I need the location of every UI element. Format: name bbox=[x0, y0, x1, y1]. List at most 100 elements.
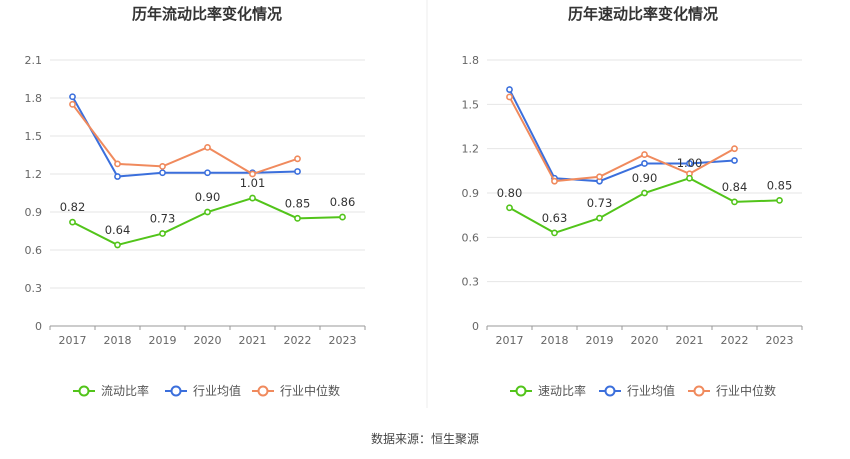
legend-marker bbox=[257, 385, 269, 397]
data-point[interactable] bbox=[69, 218, 76, 226]
data-label: 0.80 bbox=[497, 186, 523, 200]
current-ratio-chart: 历年流动比率变化情况 0 0.3 0.6 0.9 1.2 1.5 1.8 2.1 2017 201… bbox=[25, 5, 366, 398]
data-point[interactable] bbox=[339, 213, 346, 221]
data-point[interactable] bbox=[114, 160, 121, 168]
chart-title: 历年流动比率变化情况 bbox=[132, 5, 282, 23]
y-tick-label: 1.2 bbox=[462, 143, 480, 156]
data-point[interactable] bbox=[641, 160, 648, 167]
legend-label: 行业中位数 bbox=[716, 383, 776, 398]
data-point[interactable] bbox=[204, 208, 211, 216]
data-point[interactable] bbox=[596, 173, 603, 181]
data-point[interactable] bbox=[294, 214, 301, 222]
data-point[interactable] bbox=[731, 198, 738, 206]
data-label: 0.90 bbox=[632, 171, 658, 185]
legend-item[interactable]: 行业均值 bbox=[165, 383, 241, 398]
y-tick-label: 2.1 bbox=[25, 54, 43, 67]
legend-label: 速动比率 bbox=[538, 383, 586, 398]
y-tick-label: 0.3 bbox=[462, 276, 480, 289]
data-point[interactable] bbox=[506, 86, 513, 93]
chart-title: 历年速动比率变化情况 bbox=[568, 5, 718, 23]
data-point[interactable] bbox=[731, 145, 738, 153]
legend-label: 流动比率 bbox=[101, 383, 149, 398]
data-label: 0.85 bbox=[285, 196, 311, 210]
y-tick-label: 0.9 bbox=[462, 187, 480, 200]
x-tick-label: 2020 bbox=[631, 334, 659, 347]
x-tick-label: 2020 bbox=[194, 334, 222, 347]
data-point[interactable] bbox=[506, 204, 513, 212]
legend-item[interactable]: 速动比率 bbox=[510, 383, 586, 398]
y-tick-label: 0.3 bbox=[25, 282, 43, 295]
data-point[interactable] bbox=[69, 93, 76, 101]
data-point[interactable] bbox=[776, 196, 783, 204]
series-line bbox=[508, 89, 735, 183]
x-tick-label: 2022 bbox=[284, 334, 312, 347]
legend-label: 行业中位数 bbox=[280, 383, 340, 398]
data-point[interactable] bbox=[204, 169, 211, 177]
y-tick-label: 1.5 bbox=[462, 98, 480, 111]
x-tick-label: 2019 bbox=[149, 334, 177, 347]
series-line bbox=[71, 96, 298, 178]
data-point[interactable] bbox=[114, 173, 121, 180]
data-point[interactable] bbox=[159, 162, 166, 170]
data-point[interactable] bbox=[641, 151, 648, 158]
x-tick-label: 2018 bbox=[104, 334, 132, 347]
data-point[interactable] bbox=[596, 214, 603, 222]
legend-marker bbox=[170, 385, 182, 397]
data-label: 1.00 bbox=[677, 156, 703, 170]
legend-marker bbox=[515, 385, 527, 397]
data-point[interactable] bbox=[249, 170, 256, 178]
y-tick-label: 0 bbox=[35, 320, 42, 333]
y-tick-label: 0.6 bbox=[25, 244, 43, 257]
legend-marker bbox=[78, 385, 90, 397]
data-label: 0.90 bbox=[195, 190, 221, 204]
x-tick-label: 2022 bbox=[721, 334, 749, 347]
data-label: 0.73 bbox=[587, 196, 613, 210]
quick-ratio-chart: 历年速动比率变化情况 0 0.3 0.6 0.9 1.2 1.5 1.8 2017 2018 20… bbox=[462, 5, 803, 398]
data-point[interactable] bbox=[204, 143, 211, 151]
y-tick-label: 1.8 bbox=[462, 54, 480, 67]
data-point[interactable] bbox=[69, 100, 76, 108]
x-tick-label: 2017 bbox=[496, 334, 524, 347]
data-label: 0.85 bbox=[767, 178, 793, 192]
y-tick-label: 0 bbox=[472, 320, 479, 333]
series-line bbox=[71, 103, 298, 176]
legend-item[interactable]: 行业均值 bbox=[599, 383, 675, 398]
x-tick-label: 2021 bbox=[239, 334, 267, 347]
data-point[interactable] bbox=[294, 155, 301, 163]
data-point[interactable] bbox=[641, 189, 648, 197]
data-label: 0.84 bbox=[722, 180, 748, 194]
legend-item[interactable]: 行业中位数 bbox=[252, 383, 340, 398]
data-point[interactable] bbox=[114, 241, 121, 249]
data-point[interactable] bbox=[294, 168, 301, 175]
data-point[interactable] bbox=[551, 177, 558, 185]
data-point[interactable] bbox=[731, 157, 738, 164]
y-tick-label: 0.9 bbox=[25, 206, 43, 219]
data-label: 0.86 bbox=[330, 195, 356, 209]
legend-marker bbox=[693, 385, 705, 397]
data-point[interactable] bbox=[249, 194, 256, 202]
x-tick-label: 2018 bbox=[541, 334, 569, 347]
y-tick-label: 1.8 bbox=[25, 92, 43, 105]
data-label: 0.82 bbox=[60, 200, 86, 214]
data-label: 0.63 bbox=[542, 211, 568, 225]
x-tick-label: 2019 bbox=[586, 334, 614, 347]
data-point[interactable] bbox=[506, 93, 513, 101]
series-line bbox=[508, 96, 735, 183]
data-point[interactable] bbox=[551, 229, 558, 237]
x-tick-label: 2021 bbox=[676, 334, 704, 347]
data-label: 0.64 bbox=[105, 223, 131, 237]
y-tick-label: 1.5 bbox=[25, 130, 43, 143]
legend-label: 行业均值 bbox=[627, 383, 675, 398]
data-source: 数据来源：恒生聚源 bbox=[371, 431, 479, 446]
data-point[interactable] bbox=[159, 169, 166, 177]
data-point[interactable] bbox=[686, 160, 693, 167]
data-label: 1.01 bbox=[240, 176, 266, 190]
data-point[interactable] bbox=[159, 230, 166, 237]
data-point[interactable] bbox=[686, 174, 693, 182]
legend-item[interactable]: 流动比率 bbox=[73, 383, 149, 398]
y-tick-label: 1.2 bbox=[25, 168, 43, 181]
legend-item[interactable]: 行业中位数 bbox=[688, 383, 776, 398]
x-tick-label: 2017 bbox=[59, 334, 87, 347]
y-tick-label: 0.6 bbox=[462, 231, 480, 244]
